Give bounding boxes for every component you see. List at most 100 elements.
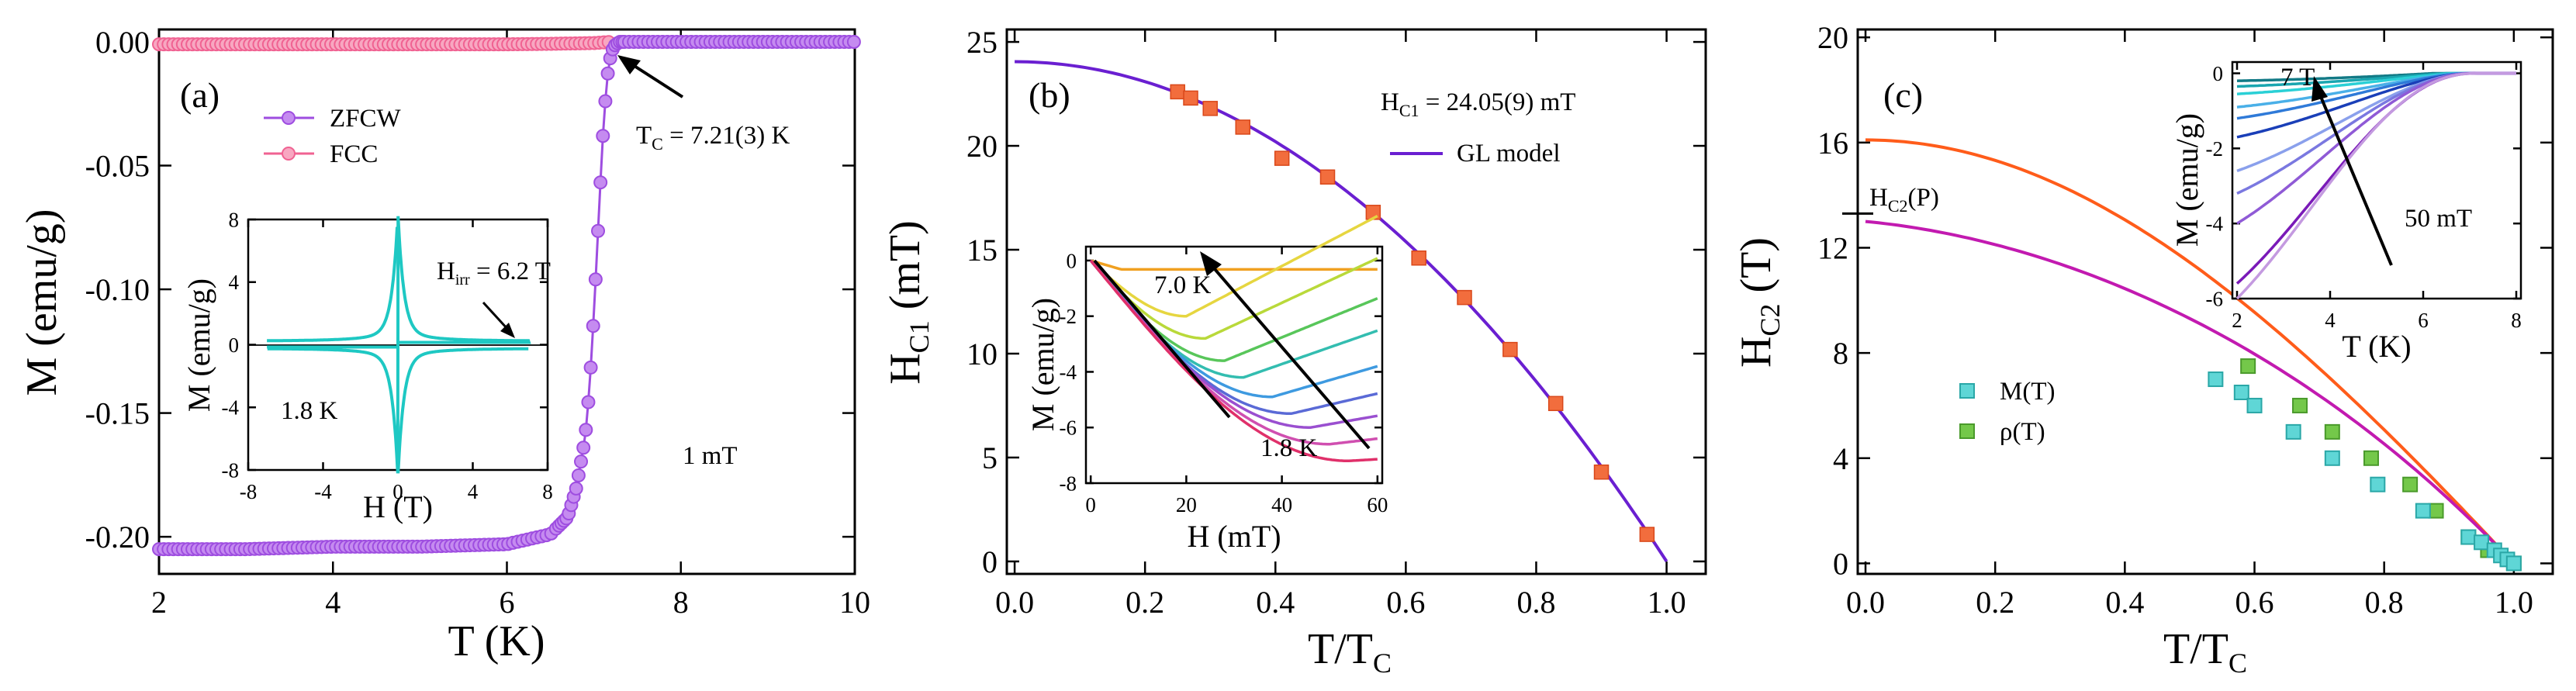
m-point bbox=[2324, 450, 2340, 466]
x-tick-label: 0.0 bbox=[1846, 585, 1885, 620]
x-tick-label: 0.4 bbox=[1256, 585, 1295, 620]
m-point bbox=[2285, 423, 2301, 440]
y-tick-label: -4 bbox=[2206, 212, 2224, 236]
inset-b-ticks: 0 20 40 60 0 -2 -4 -6 -8 bbox=[1060, 247, 1388, 517]
rho-point bbox=[2428, 503, 2444, 519]
y-tick-label: 0 bbox=[982, 544, 998, 579]
hc1-point bbox=[1411, 250, 1426, 266]
hc1-point bbox=[1235, 119, 1251, 135]
panel-c-inset: 2 4 6 8 0 -2 -4 -6 7 T 50 mT T (K) M (emu/g) bbox=[2170, 60, 2522, 364]
legend-zfcw-marker bbox=[282, 111, 296, 125]
inset-b-frame bbox=[1084, 245, 1384, 485]
y-tick-label: 8 bbox=[1833, 336, 1848, 371]
zfcw-point bbox=[598, 94, 613, 109]
rho-point bbox=[2292, 397, 2308, 413]
legend-rho-marker bbox=[1959, 423, 1975, 439]
hc1-point bbox=[1547, 396, 1564, 412]
y-tick-label: 10 bbox=[966, 337, 998, 371]
y-tick-label: -0.15 bbox=[85, 396, 150, 431]
x-tick-label: 6 bbox=[500, 585, 515, 620]
inset-b-xlabel: H (mT) bbox=[1187, 519, 1281, 554]
inset-a-mh-curve bbox=[267, 216, 531, 474]
zfcw-point bbox=[571, 468, 586, 483]
m-point bbox=[2415, 503, 2431, 519]
panel-c-frame bbox=[1856, 28, 2554, 575]
inset-b-arrow-head bbox=[1200, 251, 1222, 276]
tc-annotation: TC = 7.21(3) K bbox=[636, 122, 790, 154]
inset-c-ticks: 2 4 6 8 0 -2 -4 -6 bbox=[2206, 62, 2522, 332]
x-tick-label: 0.8 bbox=[2365, 585, 2404, 620]
inset-b-mh-curve bbox=[1089, 257, 1378, 340]
inset-b-18k: 1.8 K bbox=[1260, 434, 1318, 462]
x-tick-label: -8 bbox=[240, 480, 258, 503]
hc1-point bbox=[1274, 150, 1290, 166]
x-tick-label: 40 bbox=[1271, 493, 1292, 517]
y-tick-label: 16 bbox=[1817, 126, 1848, 161]
inset-b-arrow-line bbox=[1208, 262, 1371, 450]
zfcw-point bbox=[596, 129, 610, 143]
panel-b-inset: 0 20 40 60 0 -2 -4 -6 -8 7.0 K 1.8 K H (mT) M (e… bbox=[1025, 214, 1388, 554]
x-tick-label: 0 bbox=[392, 480, 403, 503]
hirr-annotation: Hirr = 6.2 T bbox=[437, 257, 551, 288]
legend-rho-label: ρ(T) bbox=[2000, 418, 2045, 446]
rho-point bbox=[2324, 423, 2340, 440]
y-tick-label: -2 bbox=[1060, 305, 1077, 328]
hc1-point bbox=[1183, 90, 1198, 106]
hc1-point bbox=[1593, 464, 1610, 480]
x-tick-label: 0.6 bbox=[2235, 585, 2274, 620]
panel-a-label: (a) bbox=[180, 75, 220, 115]
zfcw-point bbox=[593, 175, 608, 190]
legend-zfcw-label: ZFCW bbox=[330, 105, 402, 133]
inset-a-mh-lobe-right bbox=[396, 347, 529, 474]
tc-arrow-line bbox=[627, 60, 684, 98]
x-tick-label: 6 bbox=[2418, 309, 2429, 332]
x-tick-label: 10 bbox=[839, 585, 870, 620]
y-tick-label: -6 bbox=[2206, 287, 2224, 310]
inset-c-50mt: 50 mT bbox=[2405, 205, 2472, 233]
panel-b-xlabel: T/TC bbox=[1308, 625, 1392, 679]
inset-a-temp: 1.8 K bbox=[281, 397, 338, 425]
field-annotation: 1 mT bbox=[683, 442, 738, 470]
panel-c-legend: M(T) ρ(T) bbox=[1959, 378, 2055, 446]
zfcw-point bbox=[588, 272, 603, 287]
y-tick-label: 0.00 bbox=[95, 25, 150, 60]
inset-b-initial-line bbox=[1093, 259, 1231, 419]
y-tick-label: -8 bbox=[1060, 472, 1077, 495]
m-point bbox=[2370, 476, 2386, 492]
legend-fcc-marker bbox=[282, 147, 296, 161]
zfcw-point bbox=[600, 66, 615, 81]
m-point bbox=[2505, 555, 2522, 572]
zfcw-point bbox=[576, 441, 591, 455]
x-tick-label: 2 bbox=[2232, 309, 2242, 332]
inset-b-mh-curve bbox=[1089, 259, 1378, 463]
x-tick-label: 4 bbox=[2325, 309, 2336, 332]
hc1-point bbox=[1457, 289, 1472, 306]
y-tick-label: -0.10 bbox=[85, 272, 150, 307]
y-tick-label: -6 bbox=[1060, 416, 1077, 440]
inset-c-mt-curve bbox=[2235, 71, 2516, 300]
hc2-fit-magenta bbox=[1865, 219, 2515, 565]
x-tick-label: 0.2 bbox=[1125, 585, 1164, 620]
panel-c-label: (c) bbox=[1883, 75, 1923, 115]
inset-a-ylabel: M (emu/g) bbox=[182, 278, 216, 412]
panel-b-ticks: 0.0 0.2 0.4 0.6 0.8 1.0 0 5 10 15 20 25 bbox=[966, 25, 1706, 620]
x-tick-label: 0.4 bbox=[2105, 585, 2144, 620]
inset-a-ticks: -8 -4 0 4 8 8 4 0 -4 -8 bbox=[222, 208, 553, 503]
inset-c-ylabel: M (emu/g) bbox=[2170, 113, 2204, 247]
zfcw-point bbox=[586, 319, 600, 333]
y-tick-label: 25 bbox=[966, 25, 998, 60]
inset-c-7t: 7 T bbox=[2280, 64, 2315, 92]
hc2p-label: HC2(P) bbox=[1869, 184, 1939, 216]
inset-a-mh-lobe-left bbox=[267, 226, 399, 343]
fcc-series bbox=[152, 35, 616, 52]
hc1-point bbox=[1319, 169, 1336, 185]
panel-a-xlabel: T (K) bbox=[448, 617, 545, 665]
inset-c-curves bbox=[2235, 71, 2516, 300]
zfcw-point bbox=[581, 395, 596, 409]
y-tick-label: 20 bbox=[1817, 20, 1848, 55]
y-tick-label: 15 bbox=[966, 233, 998, 268]
x-tick-label: 1.0 bbox=[1648, 585, 1686, 620]
